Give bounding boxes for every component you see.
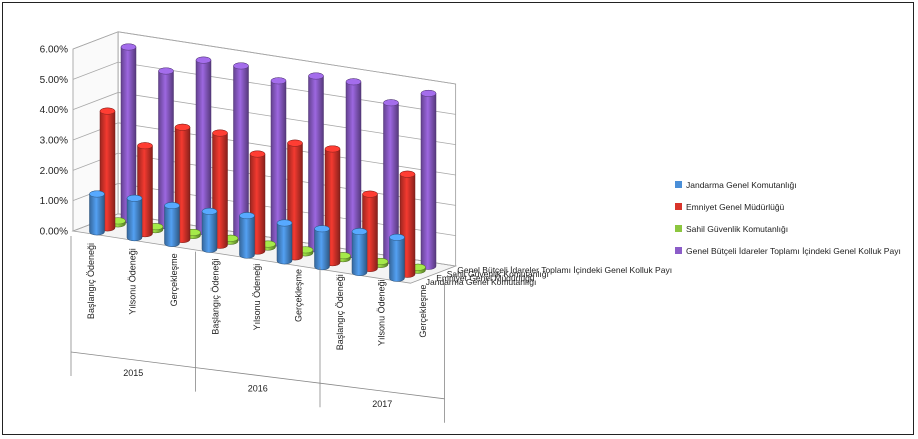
year-label: 2017 — [372, 399, 392, 409]
chart-frame: 0.00% 1.00% 2.00% 3.00% 4.00% 5.00% 6.00% Jand… — [2, 2, 914, 435]
gridline — [72, 122, 456, 176]
bar — [126, 194, 143, 242]
y-tick-label: 0.00% — [40, 227, 68, 238]
legend-label: Sahil Güvenlik Komutanlığı — [686, 224, 788, 234]
category-label: Başlangıç Ödeneği — [335, 274, 345, 350]
bar — [89, 190, 105, 236]
gridline — [72, 183, 456, 237]
y-tick-label: 4.00% — [40, 105, 68, 116]
legend-swatch — [675, 247, 682, 254]
bar — [158, 67, 174, 230]
bar — [314, 225, 330, 271]
legend-item: Sahil Güvenlik Komutanlığı — [675, 224, 788, 234]
bar — [195, 56, 212, 235]
category-label: Yılsonu Ödeneği — [252, 264, 262, 331]
depth-axis-label: Genel Bütçeli İdareler Toplamı İçindeki … — [457, 265, 672, 275]
category-labels: Başlangıç Ödeneği Yılsonu Ödeneği Gerçekle… — [86, 243, 428, 350]
y-tick-label: 3.00% — [40, 136, 68, 147]
y-tick-label: 6.00% — [40, 45, 68, 56]
depth-axis-label: Sahil Güvenlik Komutanlığı — [447, 269, 549, 279]
gridline — [72, 31, 456, 85]
bar — [389, 233, 405, 282]
legend-label: Emniyet Genel Müdürlüğü — [686, 202, 785, 212]
bar — [270, 77, 287, 247]
depth-axis-label: Jandarma Genel Komutanlığı — [426, 277, 537, 287]
gridline — [72, 152, 456, 206]
y-tick-label: 5.00% — [40, 75, 68, 86]
year-labels: 2015 2016 2017 — [70, 236, 445, 423]
bar — [239, 212, 255, 259]
legend-item: Emniyet Genel Müdürlüğü — [675, 202, 785, 212]
bar — [308, 72, 324, 253]
gridlines — [72, 31, 456, 267]
bar — [201, 207, 218, 253]
bar — [351, 228, 368, 276]
chart-3d-column: 0.00% 1.00% 2.00% 3.00% 4.00% 5.00% 6.00% Jand… — [40, 31, 901, 423]
year-group-line — [319, 382, 445, 400]
bars — [89, 43, 437, 282]
category-label: Başlangıç Ödeneği — [86, 243, 96, 319]
bar — [276, 219, 293, 265]
category-label: Gerçekleşme — [169, 253, 179, 306]
legend-item: Genel Bütçeli İdareler Toplamı İçindeki … — [675, 246, 901, 256]
category-label: Başlangıç Ödeneği — [211, 259, 221, 335]
depth-axis-label: Emniyet Genel Müdürlüğü — [436, 273, 535, 283]
category-label: Yılsonu Ödeneği — [377, 279, 387, 346]
bar — [420, 89, 437, 270]
category-label: Gerçekleşme — [418, 285, 428, 338]
y-axis-tick-labels: 0.00% 1.00% 2.00% 3.00% 4.00% 5.00% 6.00% — [40, 45, 68, 238]
gridline — [72, 213, 456, 267]
legend-swatch — [675, 203, 682, 210]
y-tick-label: 2.00% — [40, 166, 68, 177]
legend-label: Jandarma Genel Komutanlığı — [686, 180, 797, 190]
legend-swatch — [675, 181, 682, 188]
legend: Jandarma Genel Komutanlığı Emniyet Genel … — [675, 180, 901, 256]
legend-label: Genel Bütçeli İdareler Toplamı İçindeki … — [686, 246, 901, 256]
gridline — [72, 61, 456, 115]
year-group-line — [195, 367, 321, 384]
year-label: 2016 — [248, 383, 268, 393]
gridline — [72, 92, 456, 146]
bar — [120, 43, 137, 224]
legend-swatch — [675, 225, 682, 232]
category-label: Yılsonu Ödeneği — [128, 248, 138, 315]
year-group-line — [70, 351, 196, 368]
y-tick-label: 1.00% — [40, 196, 68, 207]
legend-item: Jandarma Genel Komutanlığı — [675, 180, 797, 190]
year-label: 2015 — [123, 368, 143, 378]
category-label: Gerçekleşme — [294, 269, 304, 322]
bar — [164, 202, 180, 247]
